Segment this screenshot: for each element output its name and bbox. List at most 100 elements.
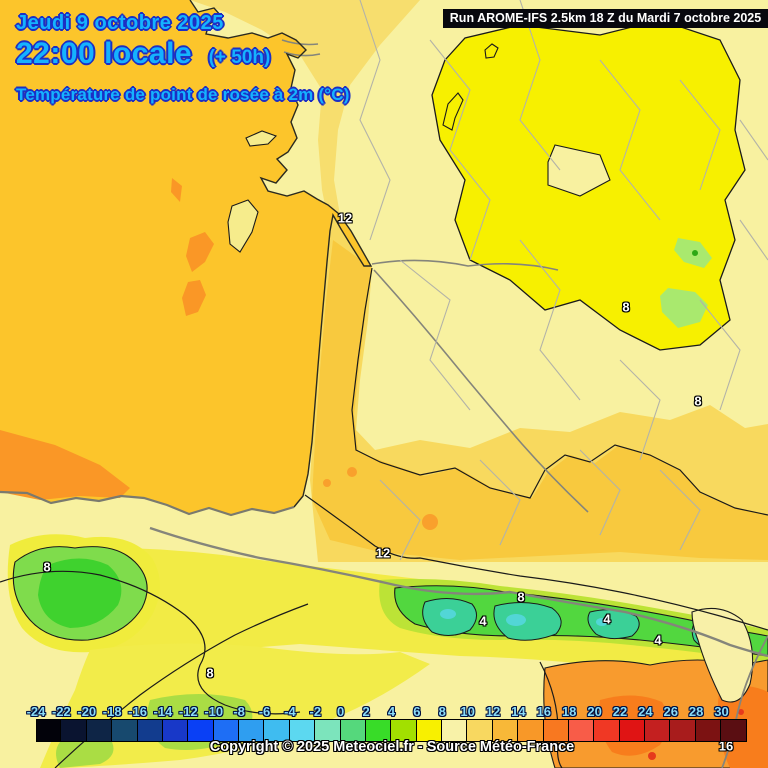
scale-cell [112,720,138,741]
scale-tick-label: -24 [26,704,46,719]
scale-cell [543,720,569,741]
run-banner: Run AROME-IFS 2.5km 18 Z du Mardi 7 octo… [443,9,768,28]
belt-cyan [506,614,526,626]
scale-tick-label: -20 [77,704,97,719]
scale-tick-label: -2 [309,704,322,719]
title-block: Jeudi 9 octobre 2025 22:00 locale (+ 50h… [16,12,350,105]
scale-tick-label: -16 [128,704,147,719]
scale-tick-label: 28 [688,704,704,719]
scale-cell [391,720,417,741]
scale-cell [695,720,722,741]
scale-tick-label: 24 [638,704,653,719]
forecast-date: Jeudi 9 octobre 2025 [16,12,224,34]
zone-green-patch [660,288,708,328]
belt-teal [493,602,562,641]
map-value-label: 4 [479,613,487,629]
scale-tick-label: -22 [51,704,71,719]
color-scale-cells [36,719,747,742]
gray-borders [149,39,768,768]
warm-spot [323,479,331,487]
forecast-offset: (+ 50h) [208,47,271,68]
variable-label: Température de point de rosée à 2m (°C) [16,85,350,104]
scale-tick-label: 12 [485,704,501,719]
scale-cell [416,720,442,741]
scale-cell [239,720,265,741]
scale-cell [315,720,341,741]
warm-spot [347,467,357,477]
map-value-label: 8 [206,665,214,681]
zone-amber [312,240,768,560]
yellow-patch [442,92,464,131]
scale-cell [492,720,519,741]
scale-cell [645,720,671,741]
island-oleron [227,199,259,253]
scale-tick-label: 14 [511,704,526,719]
scale-tick-label: 0 [337,704,345,719]
scale-cell [86,720,113,741]
scale-cell [467,720,493,741]
scale-tick-label: -10 [204,704,224,719]
scale-tick-label: 8 [438,704,446,719]
color-scale-labels: -24 -22 -20 -18 -16 -14 -12 -10 -8 -6 -4 -2 0 2 4 6 8 10 1… [27,704,747,719]
map-value-label: 12 [337,210,353,226]
map-value-label: 8 [517,589,525,605]
scale-cell [594,720,620,741]
scale-tick-label: 26 [663,704,678,719]
map-value-label: 8 [622,299,630,315]
belt-cyan [596,618,608,626]
forecast-time: 22:00 locale [16,37,193,70]
map-value-label: 12 [375,545,391,561]
scale-tick-label: 20 [587,704,602,719]
ocean [0,0,371,515]
green-dot [692,250,698,256]
scale-cell [340,720,366,741]
map-value-label: 8 [43,559,51,575]
scale-cell [36,720,62,741]
scale-tick-label: -12 [178,704,198,719]
copyright-line: Copyright © 2025 Meteociel.fr - Source M… [209,739,575,755]
scale-tick-label: -4 [284,704,296,719]
scale-tick-label: 30 [714,704,729,719]
coastline-spain [0,490,295,517]
scale-tick-label: 18 [561,704,577,719]
scale-tick-label: -6 [258,704,271,719]
scale-cell [162,720,189,741]
scale-cell [518,720,544,741]
belt-cyan [440,609,456,619]
map-value-label: 16 [718,738,734,754]
scale-tick-label: 10 [460,704,475,719]
zone-pale-band [691,607,754,703]
scale-cell [670,720,696,741]
zone-coastal-gold [190,0,420,268]
scale-cell [264,720,290,741]
map-value-label: 4 [603,611,611,627]
scale-tick-label: 16 [536,704,552,719]
scale-cell [619,720,645,741]
coastline-france [189,0,373,508]
scale-tick-label: -14 [153,704,173,719]
ocean-warm-streak [182,280,206,316]
scale-cell [213,720,239,741]
departement-borders [359,0,768,561]
yellow-patch [484,43,499,59]
ocean-warm-streak [171,178,182,202]
map-value-label: 8 [694,393,702,409]
scale-tick-label: 6 [413,704,421,719]
scale-cell [137,720,163,741]
scale-tick-label: -8 [233,704,245,719]
scale-cell [365,720,392,741]
scale-tick-label: 2 [362,704,370,719]
ocean-warm-streak [0,430,130,500]
scale-tick-label: -18 [102,704,122,719]
scale-cell [289,720,316,741]
map-value-label: 4 [654,632,662,648]
isolines [0,267,768,768]
basque-green-core [38,558,122,628]
scale-cell [721,720,747,741]
scale-cell [568,720,595,741]
scale-cell [442,720,468,741]
red-speck [738,709,744,715]
spain-green [56,737,114,768]
